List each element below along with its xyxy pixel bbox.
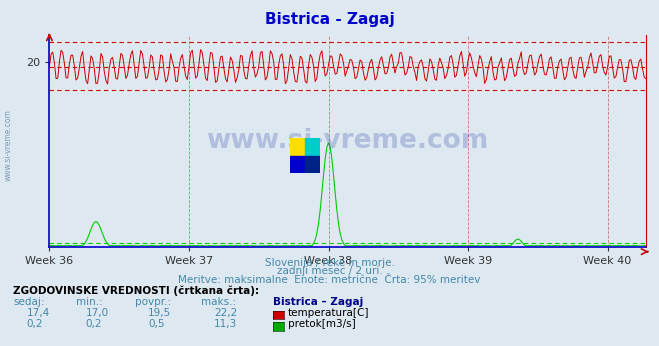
Text: pretok[m3/s]: pretok[m3/s] — [288, 319, 356, 329]
Text: 17,0: 17,0 — [86, 308, 109, 318]
Text: 22,2: 22,2 — [214, 308, 237, 318]
Text: ZGODOVINSKE VREDNOSTI (črtkana črta):: ZGODOVINSKE VREDNOSTI (črtkana črta): — [13, 285, 259, 296]
Bar — [304, 138, 320, 156]
Text: 19,5: 19,5 — [148, 308, 171, 318]
Text: maks.:: maks.: — [201, 297, 236, 307]
Text: povpr.:: povpr.: — [135, 297, 171, 307]
Text: 17,4: 17,4 — [26, 308, 49, 318]
Text: 0,5: 0,5 — [148, 319, 165, 329]
Text: Meritve: maksimalne  Enote: metrične  Črta: 95% meritev: Meritve: maksimalne Enote: metrične Črta… — [179, 275, 480, 285]
Text: temperatura[C]: temperatura[C] — [288, 308, 370, 318]
Bar — [290, 138, 304, 156]
Text: www.si-vreme.com: www.si-vreme.com — [3, 109, 13, 181]
Text: Bistrica – Zagaj: Bistrica – Zagaj — [273, 297, 364, 307]
Text: 11,3: 11,3 — [214, 319, 237, 329]
Text: 0,2: 0,2 — [26, 319, 43, 329]
Text: Slovenija / reke in morje.: Slovenija / reke in morje. — [264, 258, 395, 268]
Text: sedaj:: sedaj: — [13, 297, 45, 307]
Bar — [290, 156, 304, 173]
Text: zadnji mesec / 2 uri.: zadnji mesec / 2 uri. — [277, 266, 382, 276]
Text: Bistrica - Zagaj: Bistrica - Zagaj — [265, 11, 394, 27]
Text: www.si-vreme.com: www.si-vreme.com — [206, 128, 489, 154]
Bar — [304, 156, 320, 173]
Text: min.:: min.: — [76, 297, 103, 307]
Text: 0,2: 0,2 — [86, 319, 102, 329]
